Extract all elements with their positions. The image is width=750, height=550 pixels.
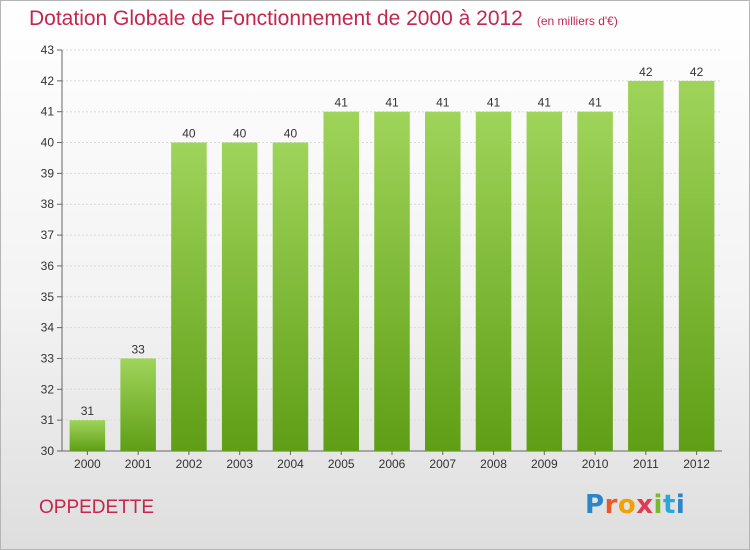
bar	[69, 420, 106, 451]
logo-letter: t	[662, 490, 676, 520]
x-tick-label: 2000	[74, 457, 101, 471]
logo-letter: r	[604, 490, 618, 520]
y-tick-label: 33	[41, 351, 55, 365]
bar	[171, 142, 207, 452]
x-tick-label: 2010	[582, 457, 609, 471]
y-tick-label: 34	[41, 321, 55, 335]
y-tick-label: 43	[41, 43, 55, 57]
y-tick-label: 38	[41, 197, 55, 211]
data-label: 41	[436, 96, 450, 110]
data-label: 42	[690, 65, 704, 79]
y-tick-label: 42	[41, 74, 55, 88]
x-tick-label: 2012	[683, 457, 710, 471]
data-label: 41	[538, 96, 552, 110]
x-tick-label: 2011	[633, 457, 659, 471]
bar	[577, 111, 613, 451]
x-tick-label: 2005	[328, 457, 355, 471]
y-tick-label: 31	[41, 413, 55, 427]
data-label: 41	[487, 96, 501, 110]
data-label: 41	[588, 96, 602, 110]
data-label: 40	[233, 127, 247, 141]
y-tick-label: 35	[41, 290, 55, 304]
y-tick-label: 30	[41, 444, 55, 458]
proxiti-logo: Proxiti	[585, 490, 685, 520]
y-tick-label: 39	[41, 166, 55, 180]
data-label: 42	[639, 65, 653, 79]
logo-letter: i	[675, 490, 686, 520]
data-label: 41	[335, 96, 349, 110]
bar	[425, 111, 461, 451]
bar	[374, 111, 410, 451]
x-tick-label: 2006	[379, 457, 406, 471]
x-tick-label: 2002	[176, 457, 203, 471]
logo-letter: o	[617, 490, 637, 520]
bar	[221, 142, 258, 452]
y-tick-label: 36	[41, 259, 55, 273]
data-label: 40	[284, 127, 298, 141]
bar	[120, 358, 156, 451]
y-tick-label: 40	[41, 136, 55, 150]
data-label: 31	[81, 404, 95, 418]
logo-letter: i	[653, 490, 663, 520]
x-tick-label: 2007	[429, 457, 456, 471]
y-tick-label: 41	[41, 105, 55, 119]
y-tick-label: 37	[41, 228, 55, 242]
title-unit: (en milliers d'€)	[536, 14, 618, 28]
logo-letter: x	[636, 490, 654, 520]
commune-name: OPPEDETTE	[39, 497, 155, 518]
x-tick-label: 2003	[226, 457, 253, 471]
title-main: Dotation Globale de Fonctionnement de 20…	[29, 7, 523, 30]
x-tick-label: 2009	[531, 457, 558, 471]
bar	[678, 80, 715, 451]
chart-title: Dotation Globale de Fonctionnement de 20…	[29, 7, 618, 31]
y-tick-label: 32	[41, 382, 55, 396]
bar	[526, 111, 563, 451]
x-tick-label: 2001	[125, 457, 152, 471]
bar	[272, 142, 309, 452]
bar	[628, 80, 664, 451]
data-label: 41	[385, 96, 399, 110]
data-label: 40	[182, 127, 196, 141]
data-label: 33	[131, 342, 145, 356]
logo-letter: P	[585, 490, 605, 520]
bar	[323, 111, 359, 451]
x-tick-label: 2004	[277, 457, 304, 471]
x-tick-label: 2008	[480, 457, 507, 471]
bar	[475, 111, 512, 451]
